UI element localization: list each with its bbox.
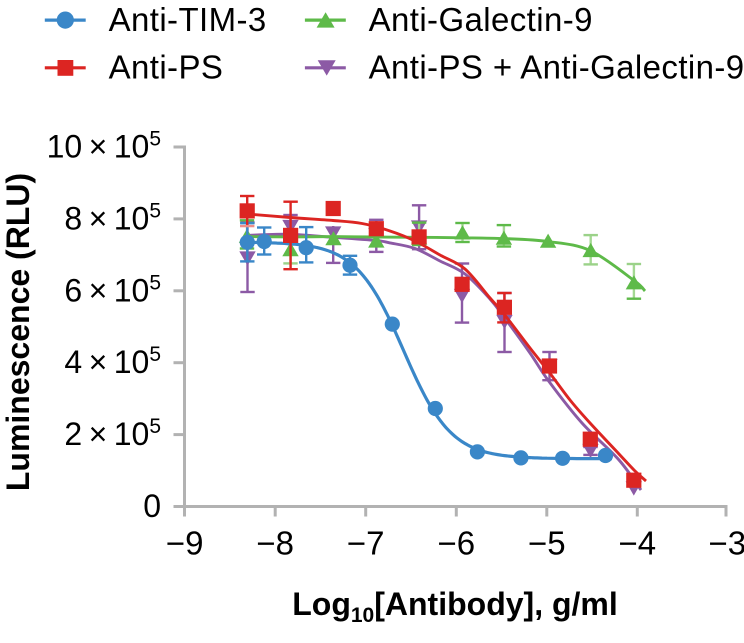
svg-text:Log10[Antibody], g/ml: Log10[Antibody], g/ml — [292, 586, 618, 627]
svg-text:0: 0 — [143, 488, 161, 524]
svg-text:−7: −7 — [347, 525, 385, 562]
svg-text:10 × 105: 10 × 105 — [47, 128, 161, 165]
svg-text:−9: −9 — [166, 525, 204, 562]
svg-text:Anti-PS + Anti-Galectin-9: Anti-PS + Anti-Galectin-9 — [369, 49, 744, 86]
svg-text:−5: −5 — [528, 525, 566, 562]
svg-text:8 × 105: 8 × 105 — [64, 199, 161, 236]
svg-text:Anti-TIM-3: Anti-TIM-3 — [109, 1, 267, 38]
svg-text:−8: −8 — [256, 525, 294, 562]
svg-text:4 × 105: 4 × 105 — [64, 343, 161, 380]
svg-text:Luminescence (RLU): Luminescence (RLU) — [0, 173, 36, 491]
svg-text:−4: −4 — [618, 525, 656, 562]
svg-text:6 × 105: 6 × 105 — [64, 271, 161, 308]
svg-text:Anti-PS: Anti-PS — [109, 49, 224, 86]
svg-text:Anti-Galectin-9: Anti-Galectin-9 — [369, 1, 593, 38]
svg-text:−3: −3 — [708, 525, 744, 562]
svg-text:2 × 105: 2 × 105 — [64, 415, 161, 452]
svg-text:−6: −6 — [437, 525, 475, 562]
